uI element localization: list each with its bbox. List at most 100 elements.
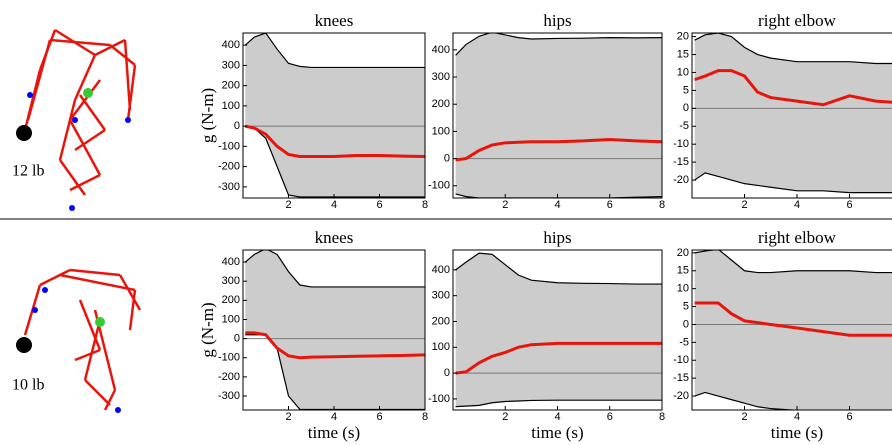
- y-tick-label: 200: [432, 315, 450, 327]
- y-tick-label: 400: [222, 256, 240, 268]
- series-line: [694, 250, 892, 274]
- series-line: [455, 341, 662, 375]
- x-tick-label: 2: [741, 199, 747, 211]
- x-tick-label: 4: [554, 199, 560, 211]
- series-line: [245, 125, 425, 198]
- x-tick-label: 4: [331, 199, 337, 211]
- x-tick-label: 4: [794, 199, 800, 211]
- x-tick-label: 6: [376, 411, 382, 423]
- stick-figure-top: [16, 28, 137, 211]
- band: [455, 33, 662, 198]
- series-line: [694, 391, 892, 410]
- y-tick-label: 300: [222, 59, 240, 71]
- y-tick-label: 300: [222, 275, 240, 287]
- series-line: [244, 250, 425, 288]
- y-tick-label: 20: [677, 247, 689, 259]
- band: [694, 33, 892, 193]
- chart: -100 0 100 200 300 400 2 4 6 8 hips: [428, 11, 665, 211]
- x-tick-label: 4: [554, 411, 560, 423]
- series-line: [455, 33, 662, 56]
- y-tick-label: 15: [677, 265, 689, 277]
- chart-title: hips: [543, 11, 571, 30]
- y-tick-label: 400: [222, 39, 240, 51]
- y-tick-label: 0: [234, 333, 240, 345]
- chart: -20 -15 -10 -5 0 5 10 15 20 2 4 6 right elbow: [673, 11, 892, 211]
- y-tick-label: 300: [432, 290, 450, 302]
- y-tick-label: 0: [444, 152, 450, 164]
- x-tick-label: 6: [607, 199, 613, 211]
- y-tick-label: 10: [677, 283, 689, 295]
- chart-title: right elbow: [758, 228, 837, 247]
- panel-label: 12 lb: [12, 163, 44, 180]
- x-tick-label: 2: [502, 411, 508, 423]
- y-tick-label: 0: [234, 120, 240, 132]
- series-line: [455, 252, 662, 285]
- y-tick-label: -300: [218, 390, 240, 402]
- y-tick-label: 10: [677, 66, 689, 78]
- series-line: [245, 331, 425, 360]
- x-tick-label: 8: [422, 199, 428, 211]
- chart: -300 -200 -100 0 100 200 300 400 2 4 6 8 knees g (N-m…: [198, 228, 428, 442]
- band: [455, 253, 662, 407]
- chart: -20 -15 -10 -5 0 5 10 15 20 2 4 6 right elbow time (s…: [673, 228, 892, 442]
- chart-title: knees: [315, 11, 354, 30]
- band: [694, 250, 892, 410]
- chart: -100 0 100 200 300 400 2 4 6 8 hips time (s): [428, 228, 665, 442]
- x-tick-label: 2: [502, 199, 508, 211]
- x-tick-label: 2: [741, 411, 747, 423]
- x-tick-label: 6: [376, 199, 382, 211]
- y-tick-label: 200: [222, 294, 240, 306]
- stick-figure-bottom: [16, 268, 142, 413]
- y-tick-label: -5: [679, 336, 689, 348]
- y-tick-label: -20: [673, 174, 689, 186]
- y-tick-label: -10: [673, 138, 689, 150]
- x-tick-label: 2: [285, 411, 291, 423]
- plot-area: [453, 252, 662, 408]
- x-tick-label: 2: [285, 199, 291, 211]
- y-tick-label: -100: [428, 180, 450, 192]
- plot-area: [453, 33, 662, 198]
- y-tick-label: -200: [218, 161, 240, 173]
- y-tick-label: 0: [683, 102, 689, 114]
- y-tick-label: -300: [218, 181, 240, 193]
- panel-label: 10 lb: [12, 377, 44, 394]
- chart-title: knees: [315, 228, 354, 247]
- y-tick-label: 400: [432, 264, 450, 276]
- y-tick-label: 400: [432, 44, 450, 56]
- y-tick-label: -100: [218, 140, 240, 152]
- x-tick-label: 6: [846, 411, 852, 423]
- x-tick-label: 8: [422, 411, 428, 423]
- y-tick-label: -100: [428, 393, 450, 405]
- y-tick-label: 100: [222, 100, 240, 112]
- y-tick-label: -10: [673, 354, 689, 366]
- y-axis-label: g (N-m): [198, 88, 217, 143]
- series-line: [244, 124, 425, 158]
- x-tick-label: 4: [794, 411, 800, 423]
- y-tick-label: -15: [673, 372, 689, 384]
- x-tick-label: 6: [607, 411, 613, 423]
- plot-area: [692, 250, 892, 410]
- y-tick-label: 15: [677, 48, 689, 60]
- chart-title: right elbow: [758, 11, 837, 30]
- y-tick-label: 100: [222, 313, 240, 325]
- y-tick-label: 0: [683, 318, 689, 330]
- y-tick-label: -200: [218, 371, 240, 383]
- x-tick-label: 4: [331, 411, 337, 423]
- x-axis-label: time (s): [771, 423, 823, 442]
- series-line: [455, 399, 662, 408]
- plot-area: [243, 250, 425, 410]
- y-tick-label: 100: [432, 341, 450, 353]
- y-tick-label: -100: [218, 352, 240, 364]
- plot-area: [243, 33, 425, 198]
- series-line: [694, 172, 892, 194]
- y-tick-label: -20: [673, 390, 689, 402]
- y-tick-label: 0: [444, 367, 450, 379]
- y-tick-label: 5: [683, 300, 689, 312]
- chart-title: hips: [543, 228, 571, 247]
- y-tick-label: -15: [673, 156, 689, 168]
- y-tick-label: -5: [679, 120, 689, 132]
- y-tick-label: 200: [222, 80, 240, 92]
- plot-area: [692, 33, 892, 194]
